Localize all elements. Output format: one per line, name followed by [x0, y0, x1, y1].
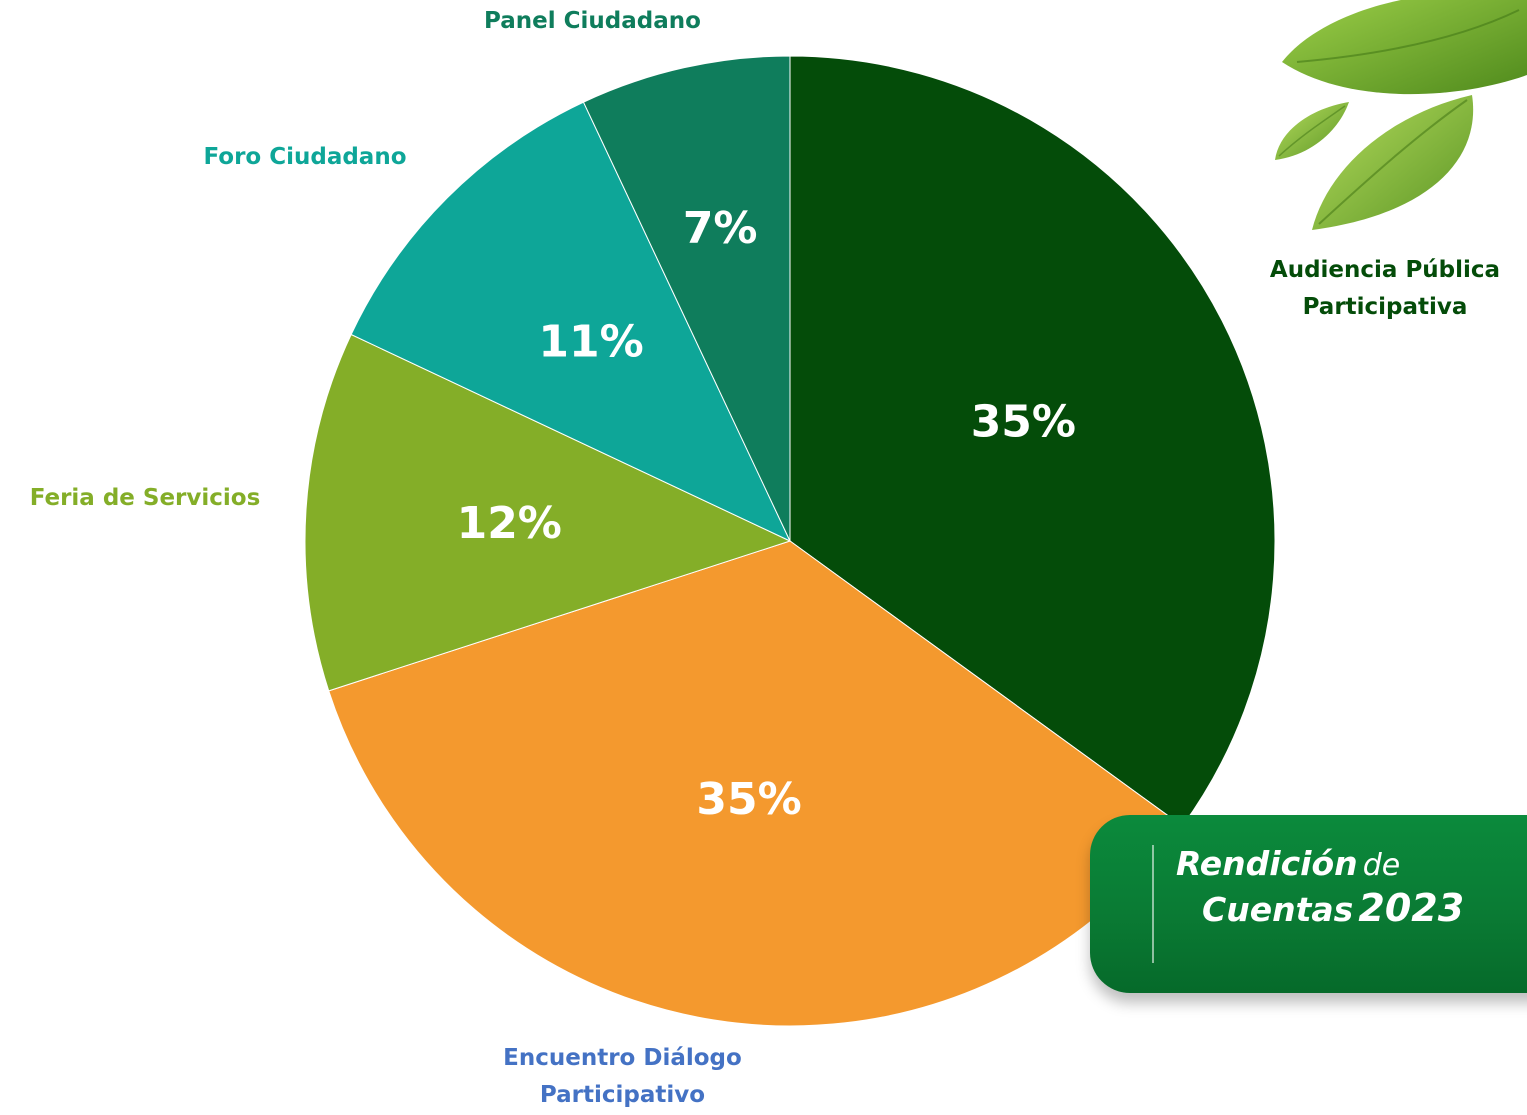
- label-encuentro-line2: Participativo: [539, 1082, 706, 1108]
- badge-divider: [1152, 845, 1154, 963]
- badge-text: Rendición de Cuentas 2023: [1176, 845, 1464, 935]
- label-audiencia-publica: Audiencia Pública Participativa: [1240, 252, 1527, 326]
- label-encuentro-dialogo: Encuentro Diálogo Participativo: [460, 1040, 785, 1114]
- pie-slice-2: [304, 333, 792, 692]
- label-audiencia-line2: Participativa: [1302, 294, 1468, 320]
- pie-percent-label-0: 35%: [971, 397, 1076, 448]
- badge-word-rendicion: Rendición: [1176, 844, 1358, 883]
- label-panel-ciudadano: Panel Ciudadano: [420, 3, 765, 40]
- label-feria-de-servicios: Feria de Servicios: [0, 480, 290, 517]
- badge-word-cuentas: Cuentas: [1202, 890, 1354, 929]
- pie-percent-labels: 35% 35% 12% 11% 7%: [457, 203, 1076, 825]
- pie-slice-4: [582, 55, 791, 542]
- rendicion-de-cuentas-badge: Rendición de Cuentas 2023: [1090, 815, 1527, 993]
- pie-percent-label-3: 11%: [538, 317, 643, 368]
- label-feria-text: Feria de Servicios: [29, 485, 261, 511]
- pie-percent-label-1: 35%: [696, 774, 801, 825]
- label-panel-text: Panel Ciudadano: [484, 8, 701, 34]
- badge-word-de: de: [1362, 848, 1401, 883]
- pie-slice-0: [789, 55, 1276, 827]
- pie-percent-label-4: 7%: [683, 203, 758, 254]
- label-encuentro-line1: Encuentro Diálogo: [503, 1045, 742, 1071]
- pie-slice-1: [328, 540, 1184, 1027]
- label-foro-text: Foro Ciudadano: [203, 144, 407, 170]
- badge-year: 2023: [1358, 886, 1465, 930]
- label-audiencia-line1: Audiencia Pública: [1269, 257, 1501, 283]
- pie-percent-label-2: 12%: [457, 498, 562, 549]
- badge-line1: Rendición de: [1176, 845, 1464, 889]
- pie-slice-3: [350, 101, 792, 543]
- badge-line2: Cuentas 2023: [1176, 889, 1464, 935]
- basil-leaves-icon: [1275, 0, 1527, 230]
- pie-slices: [304, 55, 1276, 1027]
- label-foro-ciudadano: Foro Ciudadano: [150, 139, 460, 176]
